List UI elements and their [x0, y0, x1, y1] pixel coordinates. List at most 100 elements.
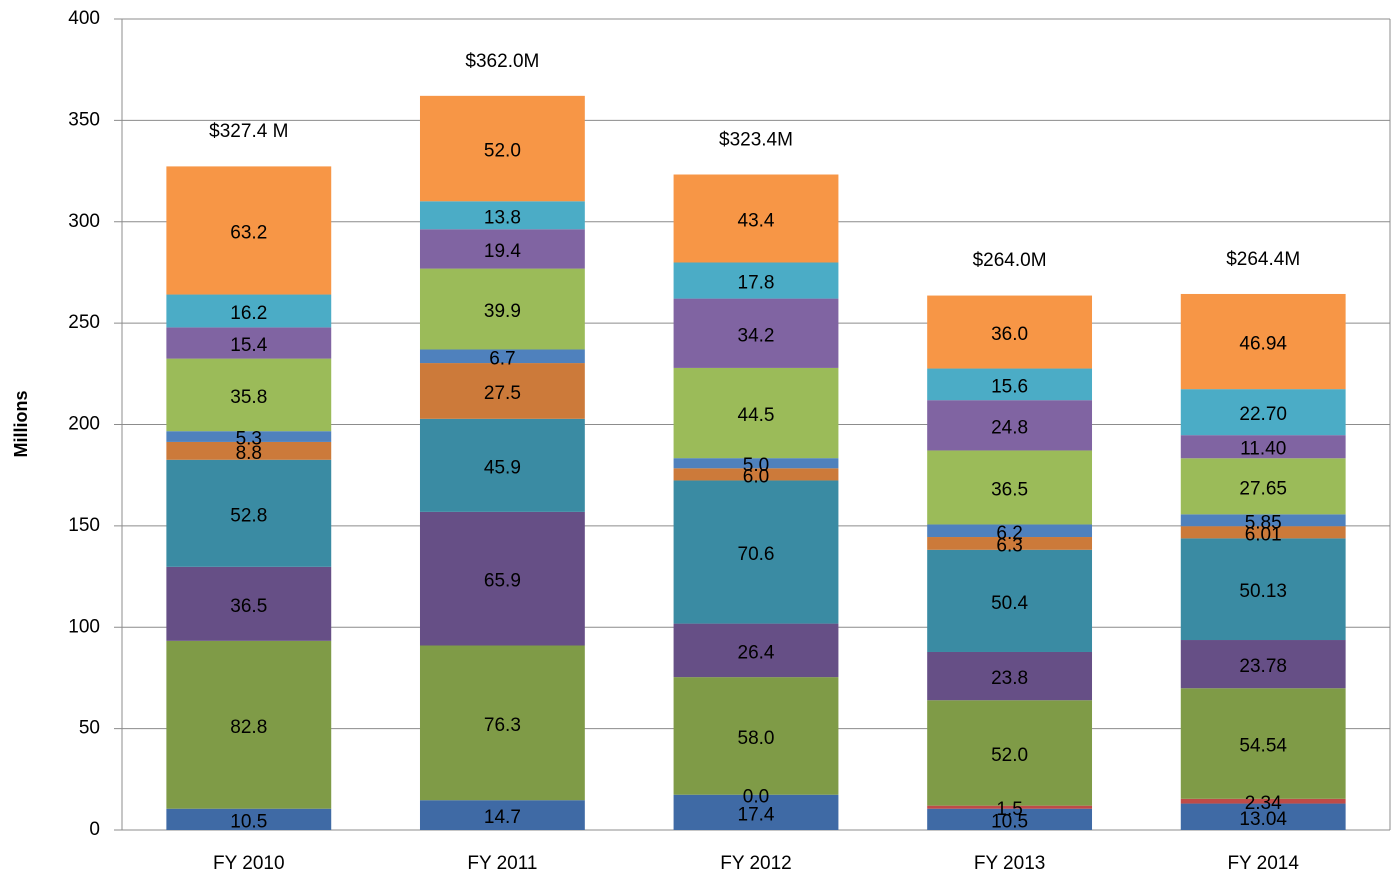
bar-segment	[673, 174, 839, 263]
x-tick-label: FY 2012	[720, 853, 791, 874]
bar-segment	[166, 431, 332, 442]
data-label: 52.8	[230, 505, 267, 526]
total-label: $264.4M	[1226, 249, 1300, 270]
y-tick-label: 100	[68, 616, 100, 637]
data-label: 6.0	[743, 466, 769, 487]
data-label: 54.54	[1239, 736, 1287, 757]
bar-segment	[166, 640, 332, 809]
bar-segment	[419, 268, 585, 350]
bar-segment	[166, 294, 332, 328]
data-label: 17.8	[738, 273, 775, 294]
data-label: 58.0	[738, 728, 775, 749]
bar-segment	[166, 459, 332, 567]
data-label: 39.9	[484, 301, 521, 322]
bar-segment	[1180, 798, 1346, 804]
bar-segment	[419, 363, 585, 419]
data-label: 6.2	[996, 523, 1022, 544]
bar-segment	[673, 298, 839, 368]
data-label: 13.8	[484, 207, 521, 228]
data-label: 2.34	[1245, 793, 1282, 814]
data-label: 36.5	[991, 479, 1028, 500]
data-label: 52.0	[484, 141, 521, 162]
y-tick-label: 0	[89, 819, 100, 840]
bar-segment	[1180, 526, 1346, 539]
data-label: 22.70	[1239, 404, 1287, 425]
y-tick-label: 150	[68, 515, 100, 536]
y-tick-label: 400	[68, 8, 100, 29]
y-tick-label: 250	[68, 312, 100, 333]
bar-segment	[673, 367, 839, 459]
y-tick-label: 50	[79, 718, 100, 739]
bar-segment	[1180, 435, 1346, 459]
data-label: 23.8	[991, 668, 1028, 689]
data-label: 10.5	[991, 811, 1028, 832]
bar-segment	[927, 537, 1093, 550]
bar-segment	[673, 480, 839, 624]
bar-segment	[1180, 389, 1346, 436]
data-label: 65.9	[484, 571, 521, 592]
bar-segment	[927, 651, 1093, 701]
data-label: 10.5	[230, 811, 267, 832]
bar-segment	[673, 468, 839, 481]
data-label: 44.5	[738, 405, 775, 426]
bar-segment	[673, 794, 839, 830]
bar-segment	[419, 95, 585, 202]
bar-segment	[166, 808, 332, 830]
total-label: $323.4M	[719, 129, 793, 150]
bar-segment	[419, 201, 585, 230]
bar-segment	[673, 677, 839, 795]
bar-segment	[1180, 640, 1346, 689]
data-label: 26.4	[738, 642, 775, 663]
data-label: 15.4	[230, 335, 267, 356]
y-axis-label: Millions	[11, 391, 31, 458]
data-label: 45.9	[484, 457, 521, 478]
data-label: 70.6	[738, 544, 775, 565]
data-label: 16.2	[230, 303, 267, 324]
bar-segment	[927, 450, 1093, 525]
x-tick-label: FY 2014	[1227, 853, 1299, 874]
data-label: 6.01	[1245, 524, 1282, 545]
bar-segment	[419, 645, 585, 801]
data-label: 6.3	[996, 535, 1022, 556]
total-label: $362.0M	[465, 51, 539, 72]
bar-segment	[1180, 538, 1346, 641]
bar-segment	[1180, 293, 1346, 390]
data-label: 24.8	[991, 417, 1028, 438]
data-label: 36.0	[991, 324, 1028, 345]
data-label: 27.5	[484, 383, 521, 404]
bar-segment	[419, 229, 585, 269]
bar-segment	[927, 808, 1093, 830]
data-label: 6.7	[489, 348, 515, 369]
bar-segment	[166, 358, 332, 432]
data-label: 50.4	[991, 593, 1028, 614]
data-label: 5.85	[1245, 512, 1282, 533]
data-label: 76.3	[484, 715, 521, 736]
data-label: 19.4	[484, 241, 521, 262]
data-label: 13.04	[1239, 809, 1287, 830]
bar-segment	[1180, 458, 1346, 515]
bar-segment	[927, 295, 1093, 369]
data-label: 14.7	[484, 807, 521, 828]
bar-segment	[673, 262, 839, 299]
total-label: $264.0M	[973, 250, 1047, 271]
data-label: 82.8	[230, 717, 267, 738]
bar-segment	[1180, 688, 1346, 799]
data-label: 35.8	[230, 387, 267, 408]
bar-segment	[419, 418, 585, 512]
data-label: 50.13	[1239, 581, 1287, 602]
x-tick-label: FY 2013	[974, 853, 1045, 874]
data-label: 23.78	[1239, 656, 1287, 677]
data-label: 11.40	[1240, 439, 1286, 460]
bar-segment	[927, 805, 1093, 809]
bar-segment	[419, 511, 585, 646]
bar-segment	[1180, 803, 1346, 830]
bar-segment	[1180, 514, 1346, 527]
bar-segment	[673, 458, 839, 469]
data-label: 43.4	[738, 211, 775, 232]
data-label: 8.8	[236, 443, 262, 464]
data-label: 46.94	[1239, 334, 1287, 355]
data-label: 17.4	[738, 804, 775, 825]
bar-segment	[927, 700, 1093, 806]
bar-segment	[166, 441, 332, 460]
